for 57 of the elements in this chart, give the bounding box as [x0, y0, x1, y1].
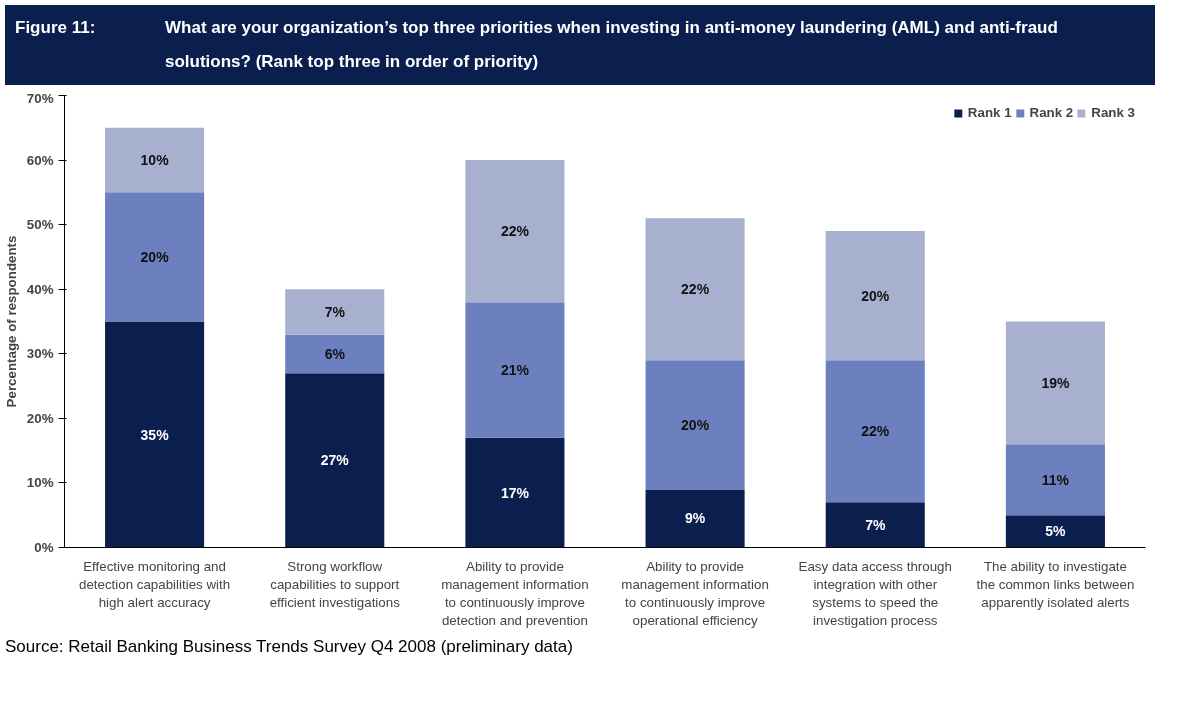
chart-subtitle: What are your organization’s top three priorities when investing in anti-money laundering (AML) and anti-fraud solutions? (Rank top three in order of priority) — [165, 17, 1059, 73]
x-tick-label: Ability to provide management information to continuously improve detection and prevention — [441, 558, 589, 628]
bar — [285, 373, 385, 548]
data-label: 17% — [500, 484, 530, 501]
x-tick-label: The ability to investigate the common links between apparently isolated alerts — [976, 558, 1135, 610]
data-label: 7% — [865, 516, 886, 533]
y-tick-label: 40% — [26, 281, 54, 297]
bar — [465, 437, 565, 548]
bar — [645, 360, 745, 490]
bar — [825, 360, 925, 503]
bar — [465, 302, 565, 438]
data-label: 22% — [681, 281, 710, 298]
data-label: 19% — [1041, 374, 1070, 391]
bar — [465, 160, 565, 303]
bar — [825, 231, 925, 361]
data-label: 9% — [684, 510, 706, 527]
chart-title: Figure 11: — [15, 17, 97, 39]
data-label: 27% — [320, 452, 350, 469]
bar — [645, 489, 745, 548]
data-label: 20% — [140, 248, 170, 265]
data-label: 20% — [861, 287, 890, 304]
bar — [645, 218, 745, 361]
data-label: 6% — [324, 345, 346, 362]
bar — [105, 192, 205, 322]
data-label: 20% — [681, 416, 710, 433]
bar — [105, 127, 205, 193]
x-tick-label: Strong workflow capabilities to support efficient investigations — [269, 558, 401, 610]
bar — [285, 334, 385, 374]
legend-label: Rank 3 — [1091, 105, 1135, 120]
data-label: 22% — [861, 423, 890, 440]
x-tick-label: Effective monitoring and detection capabilities with high alert accuracy — [79, 558, 231, 610]
bar — [1005, 321, 1105, 445]
y-tick-label: 50% — [26, 217, 54, 233]
data-label: 10% — [140, 152, 170, 169]
y-tick-label: 20% — [26, 410, 54, 426]
bar — [1005, 515, 1105, 548]
data-label: 21% — [500, 361, 530, 378]
legend-label: Rank 2 — [1029, 105, 1074, 120]
bar — [1005, 444, 1105, 516]
data-label: 35% — [140, 426, 170, 443]
data-label: 7% — [324, 303, 346, 320]
y-tick-label: 70% — [26, 90, 54, 106]
y-tick-label: 0% — [34, 540, 54, 555]
data-label: 5% — [1045, 523, 1067, 540]
bar — [825, 502, 925, 548]
legend-label: Rank 1 — [967, 105, 1012, 120]
bar — [285, 289, 385, 335]
data-label: 22% — [500, 223, 530, 240]
x-tick-label: Ability to provide management information to continuously improve operational efficiency — [621, 558, 769, 628]
source-note: Source: Retail Banking Business Trends Survey Q4 2008 (preliminary data) — [5, 636, 573, 658]
bar — [105, 321, 205, 548]
y-tick-label: 60% — [26, 152, 54, 168]
y-tick-label: 10% — [26, 475, 54, 491]
y-axis-title: Percentage of respondents — [3, 235, 19, 408]
x-tick-label: Easy data access through integration with other systems to speed the investigation process — [798, 558, 952, 628]
y-tick-label: 30% — [26, 346, 54, 362]
data-label: 11% — [1041, 471, 1070, 488]
